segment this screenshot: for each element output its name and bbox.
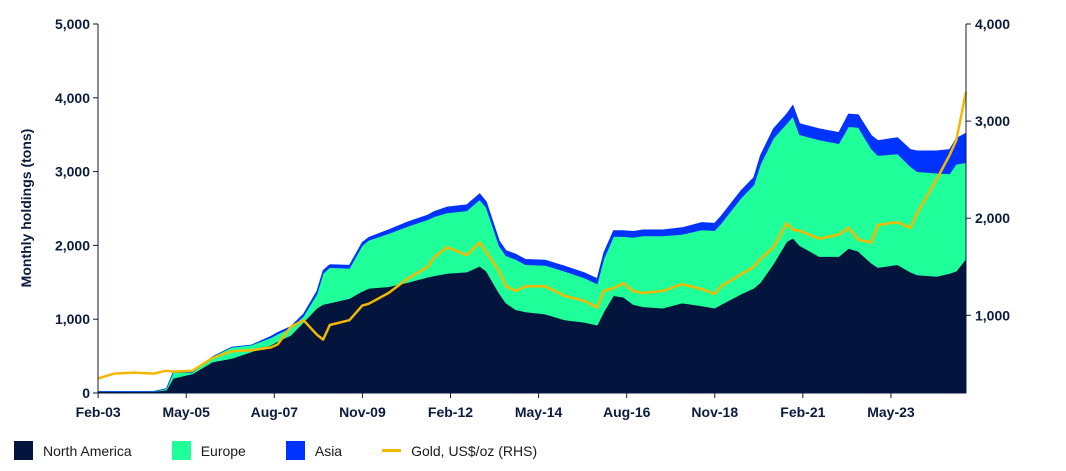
y-right-tick-label: 1,000: [975, 307, 1010, 323]
legend-label-north-america: North America: [43, 442, 132, 459]
chart-lines: [97, 91, 968, 380]
legend-item-asia: Asia: [285, 441, 343, 460]
legend-label-europe: Europe: [200, 442, 246, 459]
y-tick-label: 1,000: [55, 311, 90, 327]
gold-etf-holdings-chart: 0 1,000 2,000 3,000 4,000 5,000 1,000 2,000 3,00…: [18, 16, 1010, 420]
y-right-tick-label: 3,000: [975, 113, 1010, 129]
chart-ticks: 0 1,000 2,000 3,000 4,000 5,000 1,000 2,000 3,00…: [55, 16, 1010, 420]
legend-swatch-asia: [285, 441, 305, 460]
legend-swatch-europe: [171, 441, 191, 460]
legend-swatch-gold: [382, 449, 402, 452]
y-tick-label: 2,000: [55, 237, 90, 253]
chart-areas: [97, 104, 967, 394]
y-tick-label: 0: [82, 385, 90, 401]
x-tick-label: Feb-12: [428, 404, 473, 420]
x-tick-label: Nov-09: [339, 404, 386, 420]
x-tick-label: Feb-21: [780, 404, 825, 420]
x-tick-label: Nov-18: [691, 404, 738, 420]
legend-label-asia: Asia: [314, 442, 343, 459]
legend-item-gold: Gold, US$/oz (RHS): [382, 443, 537, 459]
x-tick-label: May-14: [515, 404, 563, 420]
y-right-tick-label: 2,000: [975, 210, 1010, 226]
line-series-gold: [97, 91, 968, 380]
y-tick-label: 4,000: [55, 90, 90, 106]
x-tick-label: Aug-07: [251, 404, 299, 420]
chart-legend: North America Europe Asia Gold, US$/oz (…: [14, 441, 577, 460]
x-tick-label: Feb-03: [76, 404, 121, 420]
chart-axes: [97, 24, 967, 394]
legend-item-europe: Europe: [171, 441, 246, 460]
legend-item-north-america: North America: [14, 441, 132, 460]
x-tick-label: May-05: [162, 404, 210, 420]
y-tick-label: 5,000: [55, 16, 90, 32]
legend-label-gold: Gold, US$/oz (RHS): [411, 442, 538, 459]
legend-swatch-north-america: [14, 441, 33, 460]
x-tick-label: May-23: [867, 404, 915, 420]
x-tick-label: Aug-16: [603, 404, 651, 420]
y-axis-label: Monthly holdings (tons): [18, 129, 34, 288]
y-tick-label: 3,000: [55, 164, 90, 180]
y-right-tick-label: 4,000: [975, 16, 1010, 32]
